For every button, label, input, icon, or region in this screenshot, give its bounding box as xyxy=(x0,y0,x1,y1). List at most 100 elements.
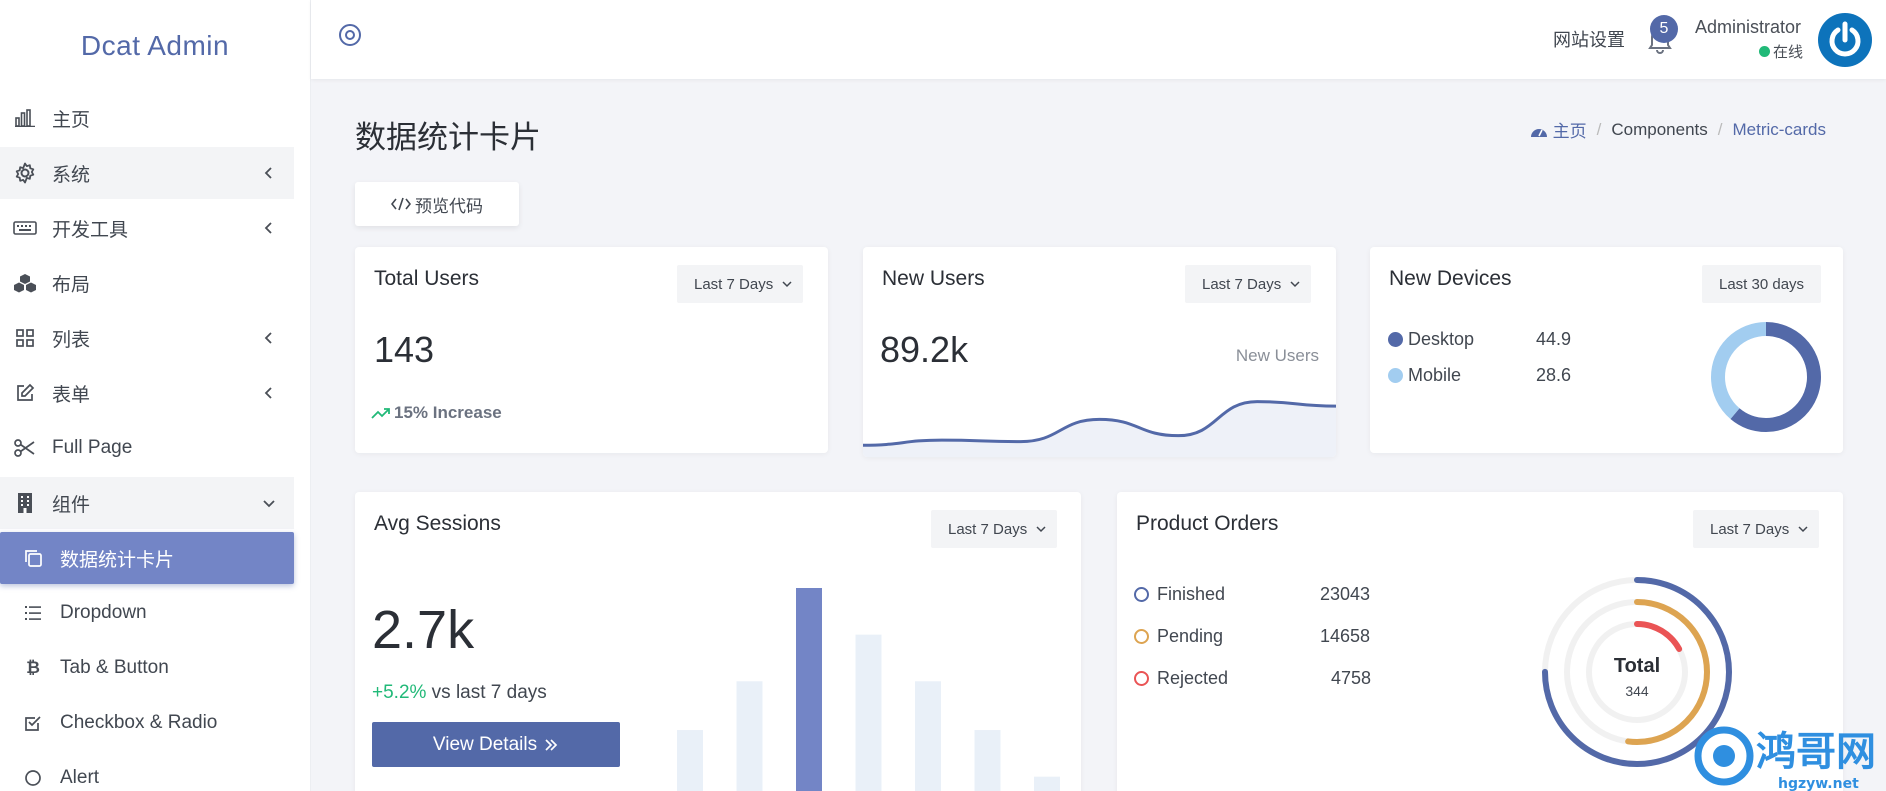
legend-value: 28.6 xyxy=(1536,365,1572,385)
notification-badge[interactable]: 5 xyxy=(1650,15,1678,43)
user-name[interactable]: Administrator xyxy=(1695,17,1802,37)
breadcrumb-home[interactable]: 主页 xyxy=(1530,117,1587,142)
sidebar-item-alert[interactable]: Alert xyxy=(0,752,294,791)
period-dropdown[interactable]: Last 7 Days xyxy=(931,510,1058,548)
card-title: Product Orders xyxy=(1136,512,1279,535)
breadcrumb-current: Metric-cards xyxy=(1732,119,1826,139)
chart-caption: New Users xyxy=(1235,346,1319,365)
legend-ring xyxy=(1134,629,1149,644)
orders-radial-chart: Total 344 xyxy=(1542,577,1732,767)
chevron-down-icon xyxy=(1036,526,1046,533)
metric-value: 2.7k xyxy=(372,600,475,660)
sidebar-item-label: 表单 xyxy=(52,384,91,406)
legend-label: Rejected xyxy=(1157,668,1229,688)
sidebar-item-label: 列表 xyxy=(52,329,91,351)
breadcrumb: 主页 / Components / Metric-cards xyxy=(1530,117,1826,142)
watermark-logo: 鸿哥网 hgzyw.net xyxy=(1694,726,1876,791)
sidebar-item-list[interactable]: 列表 xyxy=(0,312,294,364)
legend-dot xyxy=(1388,332,1403,347)
legend-value: 4758 xyxy=(1331,668,1372,688)
bar-7 xyxy=(1034,776,1060,791)
sidebar-item-label: 布局 xyxy=(52,274,91,296)
view-details-button[interactable]: View Details xyxy=(372,722,620,767)
preview-code-button[interactable]: 预览代码 xyxy=(355,182,519,226)
sidebar-item-label: 系统 xyxy=(52,164,91,186)
donut-slice-mobile xyxy=(1711,322,1821,432)
devices-donut-chart xyxy=(1711,322,1821,432)
sidebar-item-layout[interactable]: 布局 xyxy=(0,257,294,309)
increase-indicator: 15% Increase xyxy=(371,403,502,423)
legend-item-rejected: Rejected xyxy=(1134,668,1228,689)
page-title: 数据统计卡片 xyxy=(355,120,541,155)
breadcrumb-section[interactable]: Components xyxy=(1611,119,1708,139)
sidebar-item-dropdown[interactable]: Dropdown xyxy=(0,587,294,639)
copy-icon xyxy=(20,545,46,571)
bar-3 xyxy=(796,588,822,791)
sidebar-item-form[interactable]: 表单 xyxy=(0,367,294,419)
power-icon xyxy=(1829,21,1861,57)
chevron-down-icon xyxy=(1798,526,1808,533)
site-settings-link[interactable]: 网站设置 xyxy=(1553,30,1625,50)
grid-icon xyxy=(12,325,38,351)
sidebar-item-dev-tools[interactable]: 开发工具 xyxy=(0,202,294,254)
avatar[interactable] xyxy=(1818,13,1872,67)
metric-value: 143 xyxy=(374,329,435,370)
trending-up-icon xyxy=(371,408,390,419)
app-logo[interactable]: Dcat Admin xyxy=(80,30,230,61)
increase-label: 15% Increase xyxy=(394,403,502,422)
period-dropdown[interactable]: Last 7 Days xyxy=(677,265,804,303)
breadcrumb-separator: / xyxy=(1596,119,1602,139)
top-navbar: 网站设置 5 Administrator 在线 xyxy=(311,0,1886,79)
radial-bar-rejected xyxy=(1586,621,1688,723)
sidebar-item-metric-cards[interactable]: 数据统计卡片 xyxy=(0,532,294,584)
code-icon xyxy=(391,197,411,211)
sidebar-item-label: Full Page xyxy=(52,437,133,458)
legend-label: Desktop xyxy=(1408,329,1475,349)
sidebar-item-label: Checkbox & Radio xyxy=(60,712,218,733)
change-percent: +5.2% xyxy=(372,682,427,703)
bar-1 xyxy=(677,730,703,791)
card-title: New Devices xyxy=(1389,267,1512,290)
keyboard-icon xyxy=(12,215,38,241)
sidebar-item-checkbox-radio[interactable]: Checkbox & Radio xyxy=(0,697,294,749)
legend-ring xyxy=(1134,671,1149,686)
period-dropdown-value: Last 7 Days xyxy=(948,520,1028,538)
chevron-left-icon xyxy=(264,387,272,399)
sidebar-item-system[interactable]: 系统 xyxy=(0,147,294,199)
sidebar-item-label: 开发工具 xyxy=(52,219,129,241)
legend-value: 14658 xyxy=(1320,626,1371,646)
change-summary: +5.2% vs last 7 days xyxy=(372,682,547,704)
sidebar-item-label: 主页 xyxy=(52,109,91,131)
legend-ring xyxy=(1134,587,1149,602)
legend-item-desktop: Desktop xyxy=(1388,329,1474,350)
new-users-card: New Users Last 7 Days 89.2k New Users xyxy=(863,247,1336,457)
bar-6 xyxy=(974,730,1001,791)
legend-label: Mobile xyxy=(1408,365,1462,385)
period-dropdown[interactable]: Last 7 Days xyxy=(1693,510,1820,548)
svg-text:鸿哥网: 鸿哥网 xyxy=(1756,729,1876,775)
period-dropdown[interactable]: Last 30 days xyxy=(1702,265,1822,303)
chevron-down-icon xyxy=(1290,281,1300,288)
legend-item-pending: Pending xyxy=(1134,626,1223,647)
radial-bar-pending xyxy=(1564,599,1710,745)
sidebar-item-components[interactable]: 组件 xyxy=(0,477,294,529)
period-dropdown[interactable]: Last 7 Days xyxy=(1185,265,1312,303)
preview-code-label: 预览代码 xyxy=(415,196,483,216)
breadcrumb-separator: / xyxy=(1717,119,1723,139)
list-icon xyxy=(20,600,46,626)
online-status-dot xyxy=(1759,46,1770,57)
period-dropdown-value: Last 30 days xyxy=(1719,275,1805,293)
sidebar-item-home[interactable]: 主页 xyxy=(0,92,294,144)
site-watermark: 鸿哥网 hgzyw.net xyxy=(1686,722,1881,791)
bitcoin-icon: ₿ xyxy=(26,658,40,677)
sidebar-item-tab-button[interactable]: ₿ Tab & Button xyxy=(0,642,294,694)
legend-value: 44.9 xyxy=(1536,329,1572,349)
bar-5 xyxy=(915,681,941,791)
user-status-label: 在线 xyxy=(1773,44,1804,61)
user-status: 在线 xyxy=(1759,41,1803,62)
sidebar-toggle-icon[interactable] xyxy=(337,22,363,48)
view-details-label: View Details xyxy=(432,733,538,755)
radial-total-label: Total xyxy=(1614,655,1660,677)
sidebar: Dcat Admin 主页 系统 开发工具 布局 xyxy=(0,0,311,791)
sidebar-item-full-page[interactable]: Full Page xyxy=(0,422,294,474)
